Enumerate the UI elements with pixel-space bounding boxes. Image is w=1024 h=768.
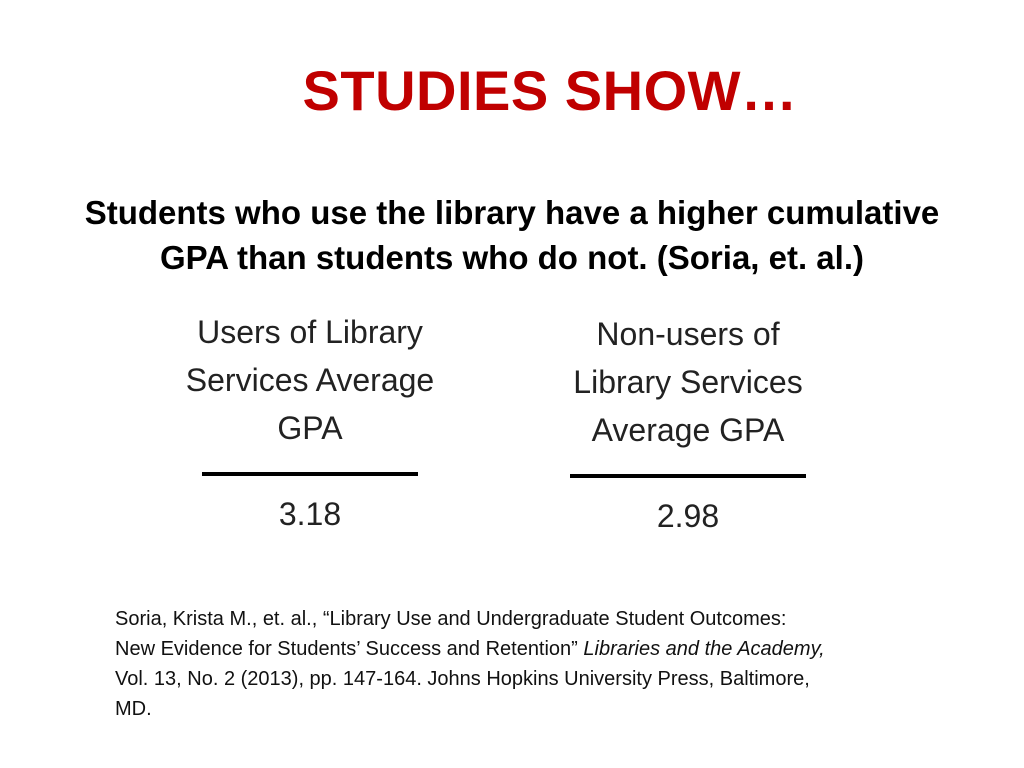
citation-line-4: MD.: [115, 698, 152, 720]
citation-line-3: Vol. 13, No. 2 (2013), pp. 147-164. John…: [115, 668, 810, 690]
citation: Soria, Krista M., et. al., “Library Use …: [115, 604, 955, 724]
users-label-line-2: Services Average: [185, 362, 435, 398]
nonusers-fraction-rule: [570, 474, 806, 478]
users-fraction-rule: [202, 472, 418, 476]
citation-line-2: New Evidence for Students’ Success and R…: [115, 634, 955, 664]
users-label-line-1: Users of Library: [197, 314, 423, 350]
nonusers-gpa-block: Non-users of Library Services Average GP…: [548, 310, 828, 535]
citation-line-1: Soria, Krista M., et. al., “Library Use …: [115, 608, 787, 630]
citation-article-title-end: New Evidence for Students’ Success and R…: [115, 638, 584, 660]
subtitle-line-1: Students who use the library have a high…: [84, 194, 940, 231]
users-gpa-value: 3.18: [278, 496, 342, 532]
nonusers-label-line-1: Non-users of: [596, 316, 780, 352]
users-gpa-label: Users of Library Services Average GPA: [165, 308, 455, 452]
users-label-line-3: GPA: [277, 410, 343, 446]
slide-title: STUDIES SHOW…: [302, 59, 798, 122]
nonusers-gpa-label: Non-users of Library Services Average GP…: [548, 310, 828, 454]
citation-journal-title: Libraries and the Academy,: [583, 638, 825, 660]
subtitle-line-2: GPA than students who do not. (Soria, et…: [159, 239, 864, 276]
nonusers-label-line-3: Average GPA: [591, 412, 785, 448]
slide-subtitle: Students who use the library have a high…: [40, 190, 984, 280]
users-gpa-block: Users of Library Services Average GPA 3.…: [165, 308, 455, 533]
nonusers-gpa-value: 2.98: [656, 498, 720, 534]
nonusers-label-line-2: Library Services: [573, 364, 803, 400]
